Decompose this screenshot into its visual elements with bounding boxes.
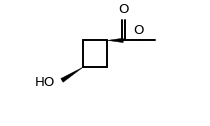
Text: O: O xyxy=(118,3,129,16)
Polygon shape xyxy=(108,38,123,43)
Polygon shape xyxy=(61,67,83,82)
Text: HO: HO xyxy=(34,76,55,89)
Text: O: O xyxy=(134,24,144,37)
